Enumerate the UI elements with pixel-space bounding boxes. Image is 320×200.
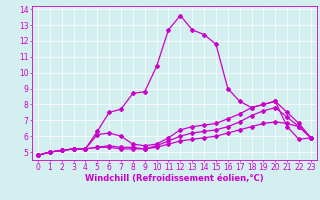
X-axis label: Windchill (Refroidissement éolien,°C): Windchill (Refroidissement éolien,°C) xyxy=(85,174,264,183)
